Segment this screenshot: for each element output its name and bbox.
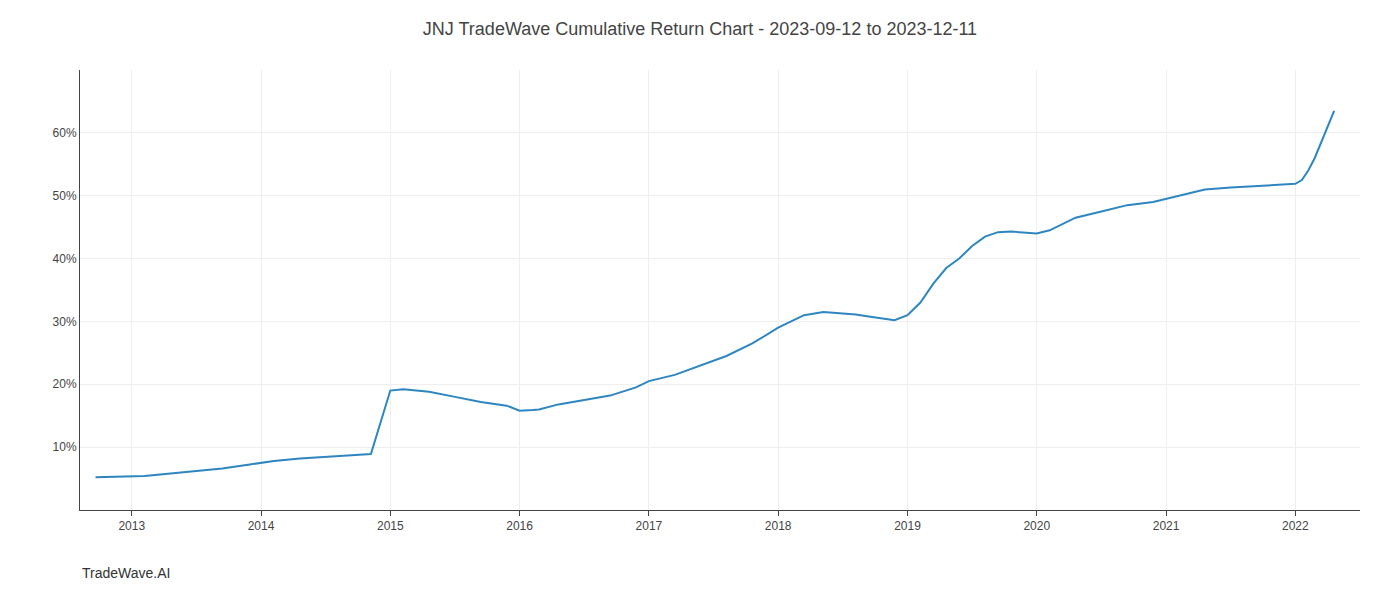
svg-text:2019: 2019 — [894, 519, 921, 533]
svg-text:2017: 2017 — [636, 519, 663, 533]
svg-text:2020: 2020 — [1023, 519, 1050, 533]
svg-text:50%: 50% — [53, 189, 77, 203]
svg-text:2022: 2022 — [1282, 519, 1309, 533]
svg-text:TradeWave.AI: TradeWave.AI — [82, 565, 170, 581]
svg-text:20%: 20% — [53, 377, 77, 391]
svg-text:2014: 2014 — [248, 519, 275, 533]
svg-text:2016: 2016 — [506, 519, 533, 533]
svg-text:30%: 30% — [53, 315, 77, 329]
svg-text:40%: 40% — [53, 252, 77, 266]
svg-text:2018: 2018 — [765, 519, 792, 533]
svg-text:JNJ TradeWave Cumulative Retur: JNJ TradeWave Cumulative Return Chart - … — [423, 19, 977, 39]
svg-text:2015: 2015 — [377, 519, 404, 533]
svg-text:60%: 60% — [53, 126, 77, 140]
svg-text:10%: 10% — [53, 440, 77, 454]
svg-text:2013: 2013 — [118, 519, 145, 533]
svg-text:2021: 2021 — [1153, 519, 1180, 533]
